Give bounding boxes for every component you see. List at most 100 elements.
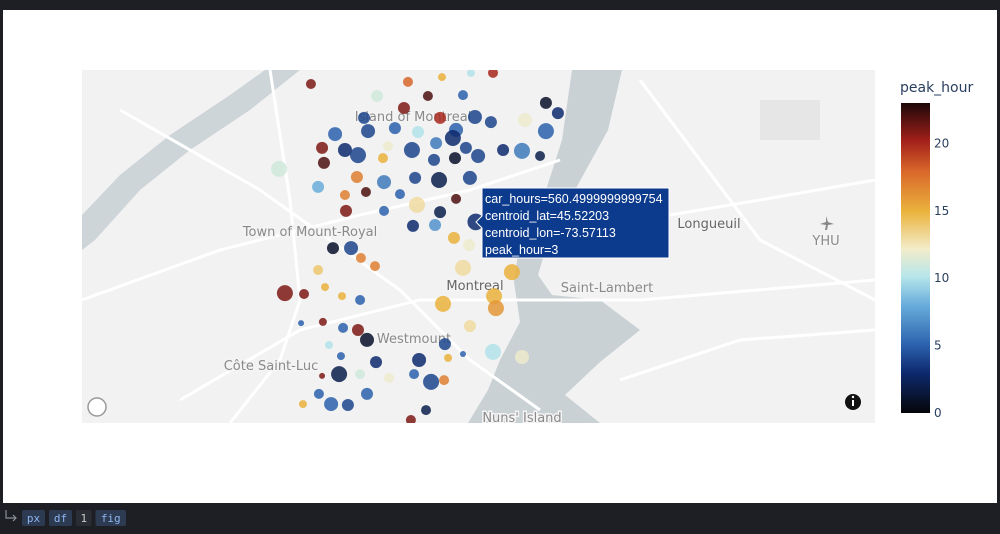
point[interactable] [448,152,462,165]
point[interactable] [298,400,307,409]
point[interactable] [497,143,510,157]
point[interactable] [313,265,324,275]
point[interactable] [384,373,395,383]
point[interactable] [299,289,310,299]
point[interactable] [539,96,552,109]
point[interactable] [321,283,330,292]
point[interactable] [427,153,441,166]
point[interactable] [312,180,325,193]
point[interactable] [429,218,442,232]
point[interactable] [377,175,392,190]
point[interactable] [271,160,288,177]
point[interactable] [434,111,447,124]
point[interactable] [379,205,390,216]
point[interactable] [514,350,529,364]
point[interactable] [298,320,305,327]
point[interactable] [360,187,371,197]
point[interactable] [305,79,316,89]
point[interactable] [430,137,443,150]
point[interactable] [517,113,532,127]
point[interactable] [355,253,366,263]
point[interactable] [328,127,343,142]
point[interactable] [361,124,376,139]
point[interactable] [358,111,371,124]
point[interactable] [276,285,293,302]
point[interactable] [438,338,451,351]
point[interactable] [451,193,462,204]
point[interactable] [459,141,472,154]
point[interactable] [537,123,554,140]
point[interactable] [459,351,466,357]
point[interactable] [319,372,326,379]
point[interactable] [535,151,546,161]
mapbox-logo[interactable] [87,397,107,417]
point[interactable] [444,130,461,146]
point[interactable] [485,343,502,360]
point[interactable] [336,352,345,361]
point[interactable] [412,125,425,139]
point[interactable] [444,353,453,362]
point[interactable] [350,170,363,184]
point[interactable] [331,366,348,383]
point[interactable] [513,142,530,159]
point[interactable] [361,387,374,400]
point[interactable] [484,116,497,129]
point[interactable] [370,356,383,369]
point[interactable] [388,122,401,135]
point[interactable] [337,143,352,157]
point[interactable] [394,189,405,200]
point[interactable] [351,323,364,337]
point[interactable] [338,292,347,301]
point[interactable] [447,231,460,244]
point[interactable] [340,204,353,217]
point[interactable] [341,398,354,412]
point[interactable] [402,76,413,87]
point[interactable] [324,340,334,350]
point[interactable] [316,141,329,154]
point[interactable] [369,261,380,272]
chip[interactable] [95,510,127,526]
point[interactable] [371,89,384,103]
point[interactable] [338,322,349,333]
point[interactable] [317,156,330,169]
point[interactable] [355,369,366,380]
point[interactable] [360,332,375,347]
point[interactable] [435,295,452,312]
point[interactable] [457,90,468,101]
point[interactable] [466,69,475,77]
chip[interactable] [76,510,92,526]
point[interactable] [487,300,504,317]
point[interactable] [339,190,350,200]
point[interactable] [439,375,450,386]
point[interactable] [434,206,447,219]
chip[interactable] [49,510,72,526]
point[interactable] [431,172,448,188]
point[interactable] [471,149,486,163]
point[interactable] [405,415,416,425]
point[interactable] [412,353,427,367]
point[interactable] [486,288,503,305]
point[interactable] [313,388,324,399]
point[interactable] [408,196,425,213]
point[interactable] [463,239,476,252]
point[interactable] [467,110,482,124]
point[interactable] [344,241,359,256]
point[interactable] [326,242,339,255]
map[interactable]: Island of Montreal Town of Mount-Royal M… [82,68,875,426]
point[interactable] [409,369,420,380]
point[interactable] [397,101,410,115]
chip[interactable] [22,510,45,526]
point[interactable] [421,405,432,416]
point[interactable] [503,264,520,281]
point[interactable] [422,91,433,101]
point[interactable] [488,68,499,78]
point[interactable] [409,171,422,184]
point[interactable] [377,153,388,164]
point[interactable] [454,259,471,276]
point[interactable] [403,142,420,158]
point[interactable] [383,141,394,152]
point[interactable] [437,73,446,82]
point[interactable] [462,170,477,185]
point[interactable] [324,397,339,412]
point[interactable] [355,295,366,305]
